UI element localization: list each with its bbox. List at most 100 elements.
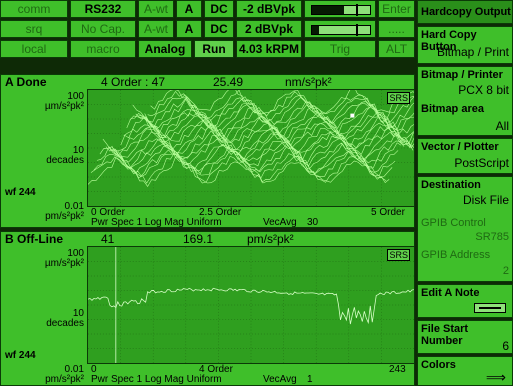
status-alt: ALT (378, 40, 415, 58)
x-mid-label: 2.5 Order (199, 207, 242, 218)
trace-a-avg: VecAvg (263, 217, 297, 228)
trace-a-measurement: Pwr Spec 1 Log Mag Uniform (91, 217, 222, 228)
status-coupling-a: DC (204, 0, 234, 18)
softkey-label: Bitmap / Printer (421, 69, 503, 81)
waterfall-trace (90, 151, 390, 184)
input-meter-a (304, 0, 376, 18)
waterfall-trace (132, 104, 414, 138)
softkey-label: Destination (421, 179, 481, 191)
softkey-label: Edit A Note (421, 287, 480, 299)
srs-logo: SRS (387, 249, 410, 261)
trace-a-y-axis: 100 µm/s²pk² 10 decades wf 244 0.01 pm/s… (1, 89, 87, 227)
marker (350, 113, 355, 118)
softkey-colors[interactable]: Colors ⟹ (417, 356, 513, 386)
softkey-value: 6 (502, 339, 509, 353)
waterfall-trace (147, 90, 414, 121)
y-top-units: µm/s²pk² (44, 101, 84, 112)
trace-a-units: nm/s²pk² (285, 75, 332, 89)
status-trig: Trig (304, 40, 376, 58)
y-bottom-label: 0.01 (64, 201, 84, 212)
trace-b-plot[interactable]: SRS (87, 246, 415, 364)
softkey-menu: Hardcopy Output Hard Copy Button Bitmap … (417, 0, 513, 386)
softkey-value: Disk File (462, 193, 509, 207)
menu-title: Hardcopy Output (421, 6, 511, 18)
waterfall-trace (141, 96, 414, 129)
y-mid-units: decades (46, 155, 84, 166)
trace-a-name: A Done (5, 75, 47, 89)
gpib-address-label: GPIB Address (421, 249, 491, 261)
trace-a-panel[interactable]: A Done 4 Order : 47 25.49 nm/s²pk² 100 µ… (0, 74, 415, 228)
gpib-control-label: GPIB Control (421, 217, 486, 229)
gpib-address-value: 2 (502, 265, 509, 277)
trace-a-avg-count: 30 (307, 217, 319, 228)
softkey-edit-a-note[interactable]: Edit A Note (417, 284, 513, 318)
status-dots: ..... (378, 20, 415, 38)
menu-header: Hardcopy Output (417, 0, 513, 24)
waterfall-trace (88, 156, 387, 187)
y-mid-units: decades (46, 318, 84, 329)
waterfall-trace (126, 111, 414, 144)
trace-b-footer: Pwr Spec 1 Log Mag Uniform VecAvg 1 (91, 374, 313, 385)
waterfall-trace (144, 95, 414, 124)
y-top-units: µm/s²pk² (44, 258, 84, 269)
trace-a-footer: Pwr Spec 1 Log Mag Uniform VecAvg 30 (91, 217, 318, 228)
trace-b-order: 41 (101, 232, 115, 246)
softkey-value: PostScript (454, 156, 509, 170)
status-weighting-b: A-wt (138, 20, 174, 38)
x-right-label: 243 (389, 364, 406, 375)
y-top-label: 100 (67, 91, 84, 102)
status-source: Analog (138, 40, 192, 58)
x-left-label: 0 Order (91, 207, 125, 218)
trace-b-avg-count: 1 (307, 374, 313, 385)
x-right-label: 5 Order (371, 207, 405, 218)
y-bottom-label: 0.01 (64, 364, 84, 375)
softkey-label-2: Bitmap area (421, 103, 484, 115)
status-srq: srq (0, 20, 68, 38)
spectrum-trace (88, 287, 414, 325)
status-grid: comm RS232 A-wt A DC -2 dBVpk Enter srq … (0, 0, 415, 72)
softkey-destination[interactable]: Destination Disk File GPIB Control SR785… (417, 176, 513, 282)
trace-b-y-axis: 100 µm/s²pk² 10 decades wf 244 0.01 pm/s… (1, 246, 87, 386)
status-range-a: -2 dBVpk (236, 0, 302, 18)
softkey-bitmap-printer[interactable]: Bitmap / Printer PCX 8 bit Bitmap area A… (417, 66, 513, 136)
softkey-hard-copy-button[interactable]: Hard Copy Button Bitmap / Print (417, 26, 513, 64)
softkey-label: Colors (421, 359, 456, 371)
input-meter-b (304, 20, 376, 38)
x-left-label: 0 (91, 364, 97, 375)
trace-a-order: 4 Order : 47 (101, 75, 166, 89)
edit-note-icon (474, 303, 506, 313)
waterfall-count: wf 244 (5, 187, 36, 198)
y-bottom-units: pm/s²pk² (45, 211, 84, 222)
trace-b-units: pm/s²pk² (247, 232, 294, 246)
trace-a-plot[interactable]: SRS (87, 89, 415, 207)
trace-a-x-axis: 0 Order 2.5 Order 5 Order (91, 207, 405, 218)
softkey-vector-plotter[interactable]: Vector / Plotter PostScript (417, 138, 513, 174)
waterfall-trace (99, 143, 399, 175)
x-mid-label: 4 Order (199, 364, 233, 375)
y-mid-label: 10 (72, 145, 84, 156)
y-bottom-units: pm/s²pk² (45, 374, 84, 385)
trace-b-panel[interactable]: B Off-Line 41 169.1 pm/s²pk² 100 µm/s²pk… (0, 231, 415, 386)
status-interface: RS232 (70, 0, 136, 18)
softkey-value: PCX 8 bit (458, 83, 509, 97)
softkey-label: File Start Number (421, 323, 469, 347)
waterfall-trace (117, 125, 414, 155)
trace-b-name: B Off-Line (5, 232, 63, 246)
status-macro: macro (70, 40, 136, 58)
trace-b-marker-value: 169.1 (183, 232, 214, 246)
waterfall-trace (135, 104, 414, 135)
softkey-value: Bitmap / Print (436, 45, 509, 59)
trace-a-marker-value: 25.49 (213, 75, 244, 89)
trace-b-avg: VecAvg (263, 374, 297, 385)
gpib-control-value: SR785 (475, 231, 509, 243)
status-enter: Enter (378, 0, 415, 18)
arrow-right-icon: ⟹ (485, 369, 506, 385)
waterfall-trace (96, 144, 396, 177)
waterfall-count: wf 244 (5, 350, 36, 361)
y-mid-label: 10 (72, 308, 84, 319)
softkey-file-start-number[interactable]: File Start Number 6 (417, 320, 513, 354)
status-local: local (0, 40, 68, 58)
status-coupling-b: DC (204, 20, 234, 38)
status-range-b: 2 dBVpk (236, 20, 302, 38)
